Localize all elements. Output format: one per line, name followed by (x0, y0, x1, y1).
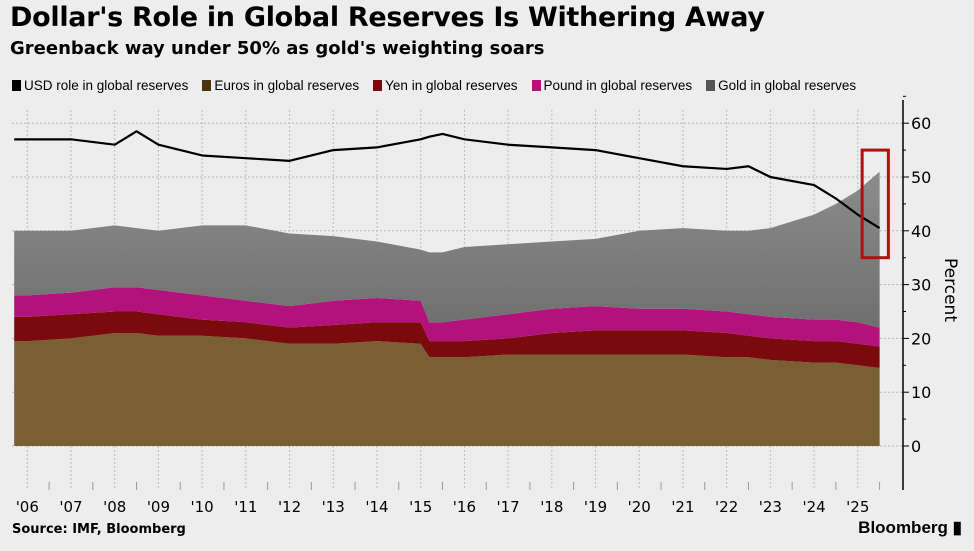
x-tick-label: '11 (234, 498, 257, 516)
x-tick-label: '13 (322, 498, 345, 516)
x-tick-label: '09 (147, 498, 170, 516)
legend-item-gold: Gold in global reserves (706, 78, 856, 93)
x-tick-label: '19 (584, 498, 607, 516)
y-tick-label: 0 (911, 437, 921, 456)
chart-subtitle: Greenback way under 50% as gold's weight… (10, 38, 545, 59)
x-tick-label: '20 (628, 498, 651, 516)
chart-title: Dollar's Role in Global Reserves Is With… (10, 2, 765, 33)
y-tick-label: 60 (911, 114, 931, 133)
bloomberg-mark-icon: ▮ (952, 518, 962, 537)
y-axis-label: Percent (940, 258, 960, 322)
x-tick-label: '16 (453, 498, 476, 516)
area-euros (14, 333, 880, 446)
legend-item-euros: Euros in global reserves (202, 78, 359, 93)
x-tick-label: '24 (802, 498, 825, 516)
legend-label: USD role in global reserves (24, 78, 189, 93)
legend-item-yen: Yen in global reserves (373, 78, 518, 93)
x-tick-label: '06 (16, 498, 39, 516)
usd-line (14, 130, 881, 230)
legend: USD role in global reserves Euros in glo… (12, 78, 856, 93)
x-tick-label: '12 (278, 498, 301, 516)
bloomberg-logo: Bloomberg ▮ (858, 518, 962, 538)
y-tick-label: 10 (911, 383, 931, 402)
x-tick-label: '22 (715, 498, 738, 516)
y-tick-label: 20 (911, 329, 931, 348)
x-tick-label: '07 (59, 498, 82, 516)
legend-swatch (202, 80, 212, 91)
legend-item-usd: USD role in global reserves (12, 78, 188, 93)
y-tick-label: 50 (911, 168, 931, 187)
x-tick-label: '14 (365, 498, 388, 516)
highlight-box (860, 148, 890, 260)
x-tick-label: '15 (409, 498, 432, 516)
area-gold (14, 171, 880, 328)
area-pound (14, 287, 880, 347)
legend-swatch (531, 80, 541, 91)
x-tick-label: '18 (540, 498, 563, 516)
legend-swatch (12, 80, 21, 91)
x-tick-label: '25 (846, 498, 869, 516)
x-tick-label: '08 (103, 498, 126, 516)
y-tick-label: 40 (911, 222, 931, 241)
x-tick-label: '23 (759, 498, 782, 516)
legend-label: Euros in global reserves (214, 78, 360, 93)
x-tick-label: '17 (496, 498, 519, 516)
x-tick-label: '21 (671, 498, 694, 516)
source-note: Source: IMF, Bloomberg (12, 522, 186, 537)
area-yen (14, 311, 880, 368)
legend-label: Gold in global reserves (718, 78, 857, 93)
legend-label: Yen in global reserves (385, 78, 518, 93)
legend-item-pound: Pound in global reserves (531, 78, 693, 93)
brand-text: Bloomberg (858, 518, 948, 537)
x-tick-label: '10 (191, 498, 214, 516)
y-tick-label: 30 (911, 276, 931, 295)
legend-swatch (373, 80, 383, 91)
legend-label: Pound in global reserves (543, 78, 693, 93)
legend-swatch (706, 80, 716, 91)
